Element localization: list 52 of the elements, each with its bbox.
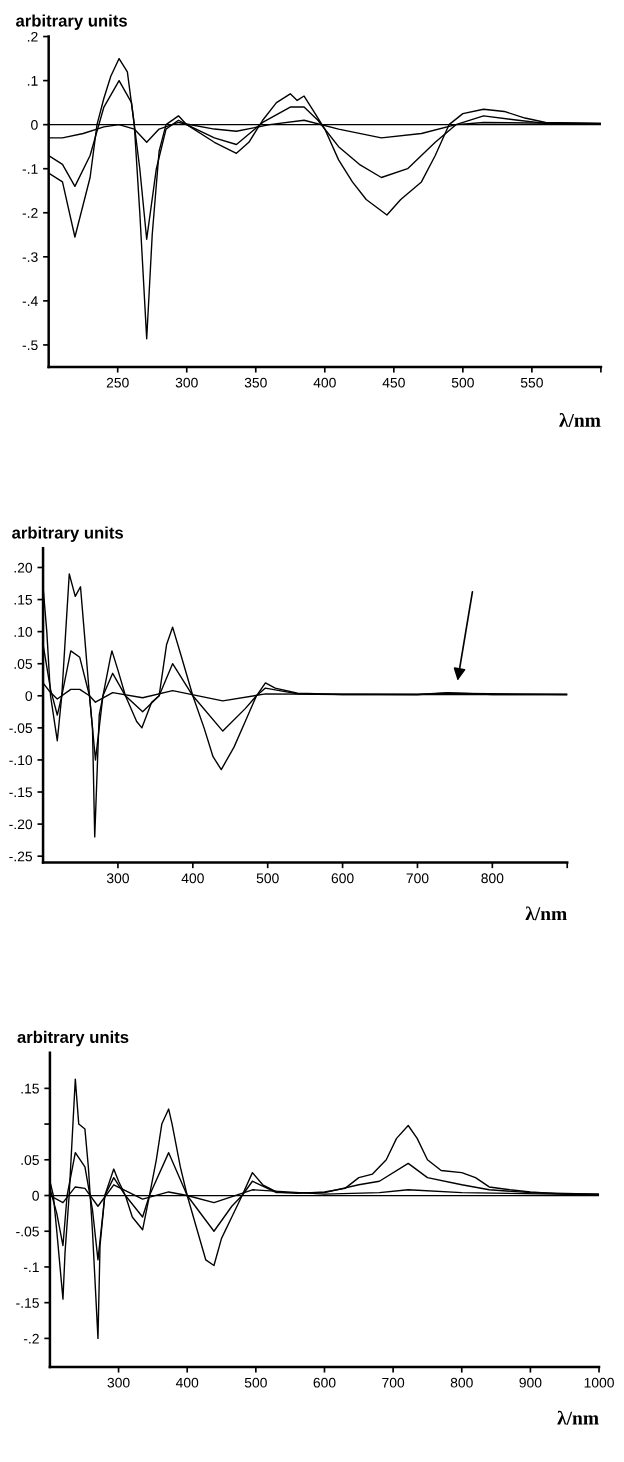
x-tick-label: 600	[313, 1377, 336, 1388]
x-tick-label: 300	[175, 377, 198, 388]
x-tick-label: 550	[520, 377, 543, 388]
y-tick-label: 0	[31, 119, 38, 130]
y-tick-label: -.2	[22, 208, 38, 218]
y-tick-label: .15	[21, 1083, 39, 1094]
y-tick-label: .15	[14, 595, 33, 605]
y-axis-title: arbitrary units	[12, 526, 123, 542]
x-tick-label: 400	[175, 1377, 199, 1388]
x-axis-title: λ/nm	[525, 906, 567, 921]
y-tick-label: -.05	[9, 723, 33, 734]
y-axis-title: arbitrary units	[16, 14, 127, 30]
y-tick-label: -.4	[22, 296, 38, 306]
x-tick-label: 300	[107, 1377, 130, 1388]
x-tick-label: 500	[256, 873, 279, 884]
y-tick-label: 0	[32, 1190, 39, 1201]
y-tick-label: .2	[27, 31, 38, 42]
x-tick-label: 700	[382, 1377, 405, 1388]
y-tick-label: -.10	[9, 755, 33, 766]
y-tick-label: .05	[14, 659, 33, 669]
y-tick-label: -.2	[23, 1333, 39, 1344]
x-tick-label: 400	[313, 377, 336, 388]
x-tick-label: 350	[244, 377, 267, 388]
x-tick-label: 800	[450, 1377, 473, 1388]
x-tick-label: 500	[451, 377, 474, 388]
y-tick-label: .20	[14, 562, 33, 573]
x-axis-title: λ/nm	[557, 1410, 599, 1425]
y-tick-label: -.1	[23, 1262, 39, 1272]
y-tick-label: -.3	[22, 252, 38, 262]
y-tick-label: -.05	[16, 1226, 39, 1237]
y-tick-label: -.25	[9, 851, 33, 862]
y-tick-label: -.15	[9, 787, 33, 798]
x-tick-label: 900	[519, 1377, 542, 1388]
x-tick-label: 1000	[584, 1377, 614, 1388]
x-tick-label: 500	[244, 1377, 267, 1388]
y-tick-label: -.5	[22, 340, 38, 351]
y-tick-label: -.1	[22, 164, 38, 174]
y-axis-title: arbitrary units	[17, 1030, 129, 1047]
x-tick-label: 300	[106, 873, 129, 884]
y-tick-label: -.20	[9, 819, 33, 830]
x-tick-label: 700	[406, 873, 429, 884]
x-tick-label: 800	[481, 873, 504, 884]
y-tick-label: .10	[14, 626, 33, 637]
x-tick-label: 450	[382, 377, 405, 388]
x-axis-title: λ/nm	[559, 413, 601, 427]
y-tick-label: -.15	[16, 1298, 39, 1308]
x-tick-label: 600	[331, 873, 354, 884]
x-tick-label: 400	[181, 873, 204, 884]
x-tick-label: 250	[106, 377, 129, 388]
y-tick-label: 0	[25, 691, 33, 701]
y-tick-label: .05	[21, 1155, 39, 1165]
y-tick-label: .1	[27, 76, 38, 86]
